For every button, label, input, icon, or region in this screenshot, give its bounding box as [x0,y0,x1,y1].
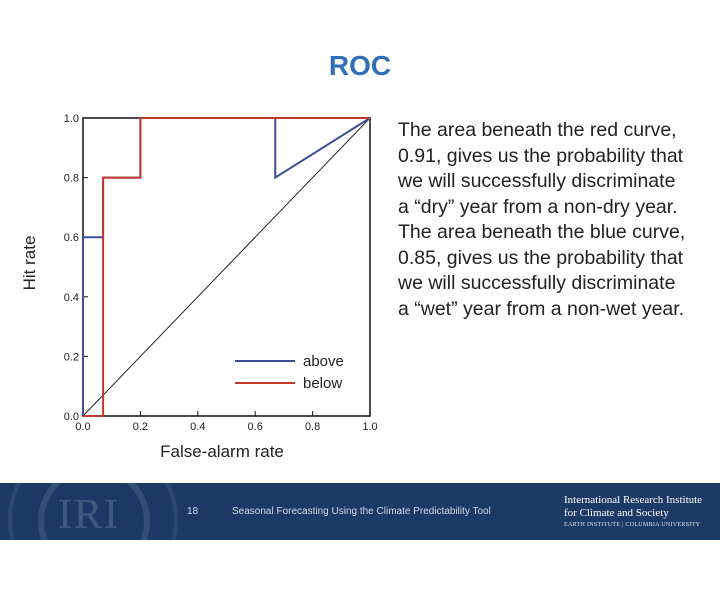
slide-title: ROC [328,50,392,81]
diagonal-reference-line [82,117,371,417]
y-tick-label: 0.8 [64,173,79,185]
x-axis-label: False-alarm rate [160,442,284,461]
roc-chart: 0.0 0.2 0.4 0.6 0.8 1.0 0.0 0.2 0.4 0.6 0.8 1.0 abo… [20,113,378,461]
slide-body: The area beneath the red curve, 0.91, gi… [398,118,688,322]
institute-logo: International Research Institute for Cli… [564,494,714,530]
x-tick-label: 0.4 [190,421,205,433]
x-tick-label: 1.0 [362,421,377,433]
paragraph-red-curve: The area beneath the red curve, 0.91, gi… [398,119,684,218]
institute-name-line2: for Climate and Society [564,507,669,519]
y-tick-label: 0.6 [64,232,79,244]
paragraph-blue-curve: The area beneath the blue curve, 0.85, g… [398,221,686,320]
footer-bar: IRI 18 Seasonal Forecasting Using the Cl… [0,435,720,605]
x-tick-label: 0.0 [75,421,90,433]
footer-title: Seasonal Forecasting Using the Climate P… [232,506,491,517]
series-line-below [83,117,370,417]
chart-legend: above below [235,353,344,392]
page-number: 18 [187,506,199,517]
x-tick-label: 0.8 [305,421,320,433]
x-tick-label: 0.2 [133,421,148,433]
x-tick-label: 0.6 [248,421,263,433]
y-tick-label: 1.0 [64,113,79,125]
institute-affiliation: EARTH INSTITUTE | COLUMBIA UNIVERSITY [564,522,701,528]
y-tick-label: 0.2 [64,351,79,363]
y-tick-label: 0.0 [64,411,79,423]
y-tick-label: 0.4 [64,292,79,304]
y-axis-label: Hit rate [20,236,39,291]
iri-logo-watermark: IRI [58,492,120,538]
legend-label-above: above [303,353,344,370]
institute-name-line1: International Research Institute [564,494,703,506]
legend-label-below: below [303,375,342,392]
series-layer [82,117,371,417]
